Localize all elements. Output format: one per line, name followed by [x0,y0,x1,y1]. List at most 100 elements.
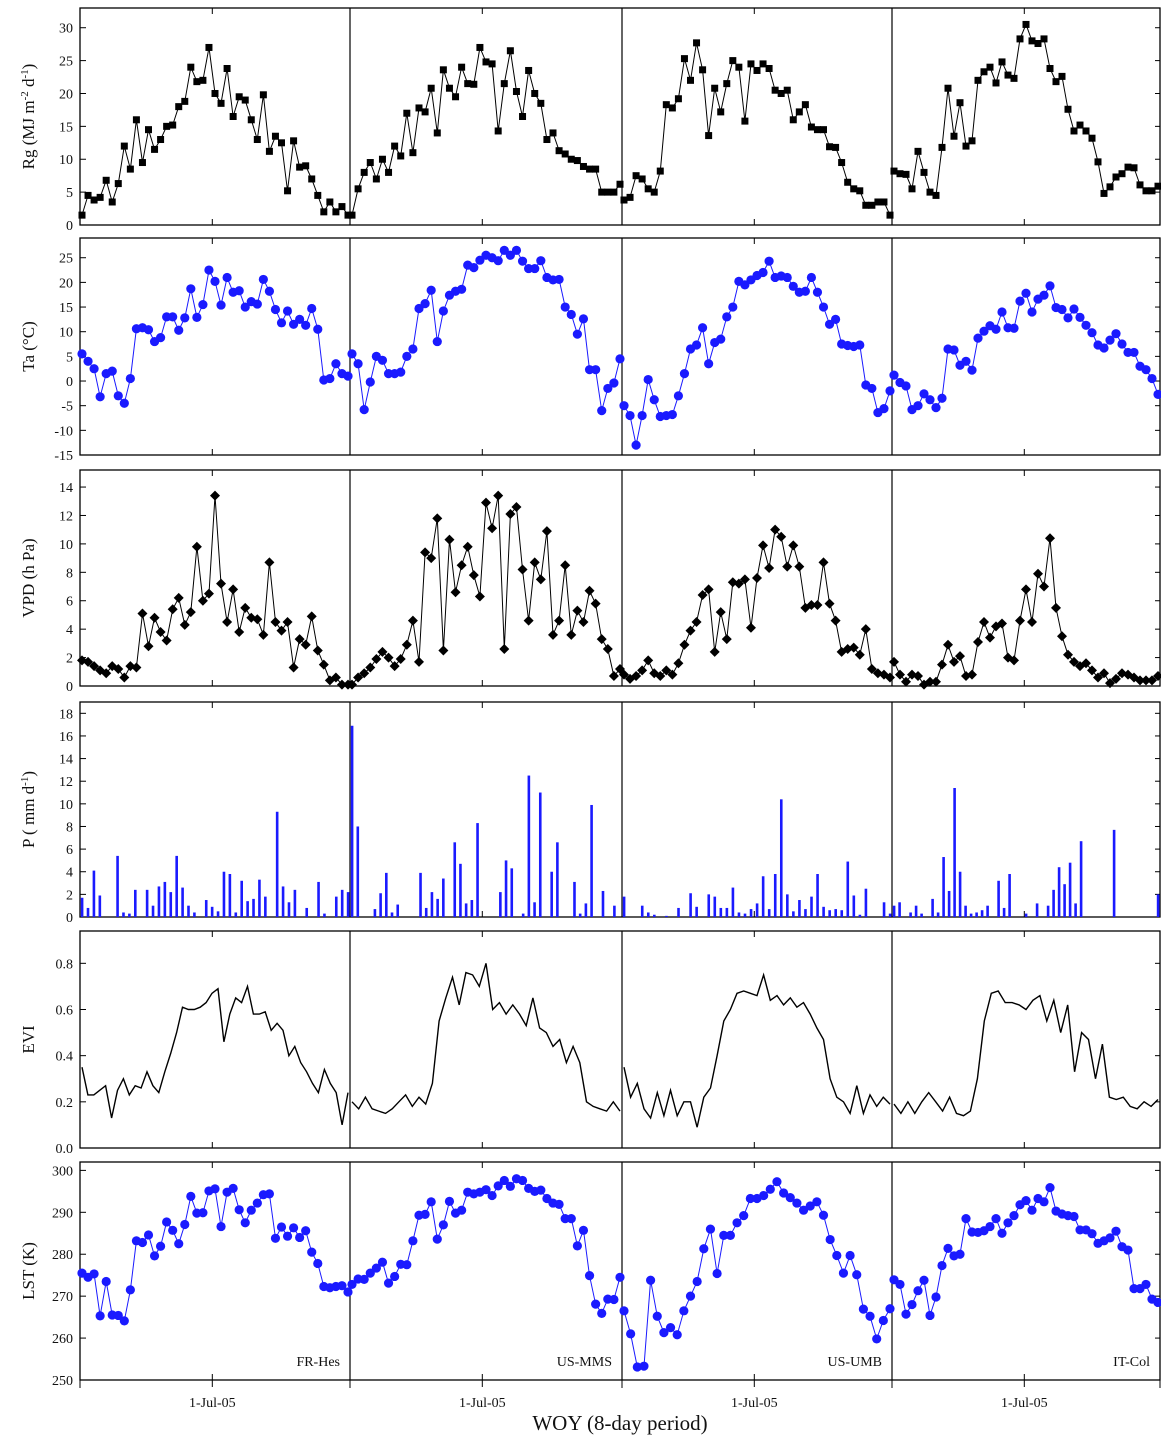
data-point [950,132,958,140]
precip-bar [840,910,844,917]
data-point [639,1361,649,1371]
precip-bar [622,896,626,917]
x-tick-label: 1-Jul-05 [189,1396,236,1411]
data-point [1075,312,1085,323]
series-ta-IT-Col [889,281,1161,415]
data-point [722,312,732,322]
data-point [475,255,485,265]
series-line [623,972,891,1128]
data-point [83,356,93,366]
series-lst-US-MMS [347,1174,625,1318]
precip-bar [677,907,680,917]
data-point [402,1260,412,1270]
data-point [772,1177,782,1187]
data-point [691,340,702,350]
data-point [865,1311,875,1321]
data-point [867,383,877,394]
precip-bar [323,913,326,917]
data-point [444,534,455,545]
data-point [427,84,435,92]
data-point [679,369,690,379]
data-point [338,203,346,211]
precip-bar [419,872,422,917]
precip-bar [731,887,735,917]
y-tick-label: 5 [66,186,73,201]
y-axis-title: EVI [19,1025,38,1054]
data-point [326,198,334,206]
data-point [758,540,769,551]
precip-bar [373,909,377,917]
precip-bar [521,913,525,917]
data-point [372,175,380,183]
data-point [181,97,189,105]
data-point [1148,187,1156,195]
data-point [343,1287,353,1297]
panel-lst: 250 260 270 280 290 300 LST (K) FR-Hes US-MMS US-… [19,1161,1161,1389]
data-point [852,1270,862,1280]
data-point [1136,181,1144,189]
y-tick-label: 8 [66,820,73,835]
data-point [228,1183,238,1194]
series-lst-FR-Hes [77,1183,353,1326]
precip-bar [317,881,320,917]
data-point [806,272,817,283]
data-point [1010,74,1018,82]
data-point [371,1263,381,1273]
series-vpd-FR-Hes [77,490,353,690]
precip-bar [169,892,173,917]
data-point [336,679,347,690]
series-ta-US-UMB [619,256,895,450]
panel-vpd: 0 2 4 6 8 10 12 14 VPD (h Pa) [19,469,1161,695]
data-point [252,1198,262,1208]
precip-bar [707,894,711,917]
data-point [505,509,516,520]
precip-bar [936,912,940,917]
data-point [1039,1197,1049,1207]
data-point [1022,20,1030,28]
precip-bar [1002,907,1006,917]
data-point [174,325,184,335]
data-point [998,58,1006,66]
y-tick-label: 20 [59,87,73,102]
series-p-IT-Col [892,788,1160,917]
precip-bar [737,912,741,917]
precip-bar [920,913,923,917]
data-point [812,287,823,297]
data-point [426,553,437,564]
precip-bar [346,892,350,917]
data-point [385,168,393,176]
data-point [932,191,940,199]
data-point [807,123,815,131]
data-point [1076,121,1084,129]
y-tick-label: 5 [66,350,73,365]
data-point [229,113,237,120]
data-point [609,378,619,388]
data-point [712,1268,722,1279]
precip-bar [798,900,801,917]
precip-bar [430,892,434,917]
data-point [913,1286,923,1296]
data-point [747,60,755,68]
data-point [1015,296,1025,306]
data-point [1105,678,1115,689]
data-point [1123,1245,1133,1255]
y-tick-label: 270 [52,1290,73,1305]
data-point [674,95,682,103]
data-point [655,671,666,682]
data-point [89,661,100,672]
data-point [344,211,352,219]
y-tick-label: 0 [66,911,73,926]
series-rg-US-UMB [620,39,894,219]
data-point [711,84,719,92]
data-point [943,1243,953,1253]
data-point [210,490,220,501]
precip-bar [356,826,360,917]
data-point [308,175,316,183]
panel-p: 0 2 4 6 8 10 12 14 16 18 P ( mm d-1) [19,701,1161,926]
data-point [572,605,583,616]
data-point [234,286,244,296]
precip-bar [695,906,698,917]
precip-bar [689,893,692,917]
precip-bar [947,890,951,917]
data-point [818,302,829,312]
